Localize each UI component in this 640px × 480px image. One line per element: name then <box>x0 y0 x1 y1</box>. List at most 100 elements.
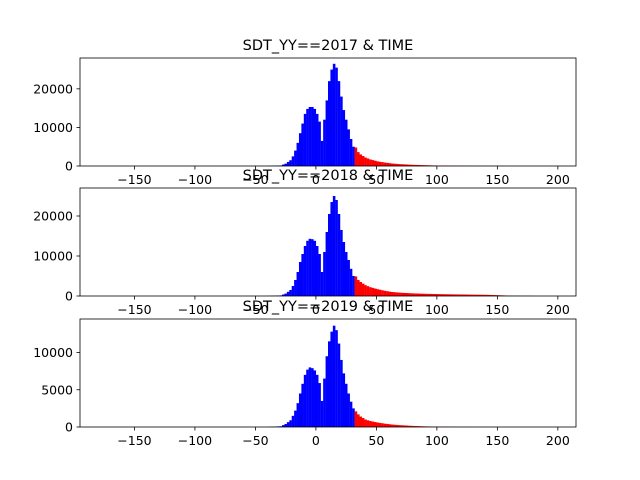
histogram-bar <box>378 422 382 427</box>
histogram-bar <box>369 159 372 166</box>
histogram-bar <box>376 422 379 427</box>
histogram-bar <box>352 276 355 296</box>
histogram-bar <box>446 294 450 296</box>
histogram-bar <box>400 292 404 296</box>
histogram-bar <box>357 414 360 427</box>
histogram-bar <box>403 292 406 296</box>
histogram-bar <box>482 294 486 296</box>
histogram-bar <box>376 161 379 166</box>
x-tick-label: 100 <box>425 172 449 187</box>
y-tick-label: 20000 <box>33 209 73 224</box>
histogram-bar <box>417 164 421 166</box>
x-tick-label: 150 <box>485 433 509 448</box>
histogram-bar <box>289 420 292 427</box>
histogram-bar <box>315 113 319 166</box>
histogram-bar <box>373 160 377 166</box>
histogram-bar <box>342 373 346 427</box>
histogram-bar <box>286 291 290 296</box>
histogram-bar <box>405 164 408 166</box>
histogram-bar <box>282 164 285 166</box>
histogram-bars <box>267 325 498 427</box>
histogram-bar <box>325 356 329 427</box>
histogram-bar <box>480 294 483 296</box>
histogram-bar <box>492 295 496 296</box>
histogram-bar <box>337 81 341 166</box>
histogram-bar <box>369 421 372 427</box>
histogram-bar <box>298 393 302 427</box>
y-tick-label: 20000 <box>33 81 73 96</box>
histogram-bar <box>330 202 333 296</box>
histogram-bar <box>335 330 338 427</box>
x-tick-label: −100 <box>178 302 212 317</box>
histogram-bar <box>342 242 346 296</box>
histogram-bar <box>323 378 326 427</box>
x-tick-label: 150 <box>485 302 509 317</box>
histogram-bar <box>369 287 372 296</box>
y-tick-label: 0 <box>65 420 73 435</box>
histogram-bar <box>282 294 285 296</box>
histogram-bar <box>451 294 454 296</box>
histogram-bar <box>461 294 464 296</box>
histogram-bar <box>403 425 406 427</box>
histogram-bar <box>371 287 375 296</box>
histogram-bar <box>468 294 471 296</box>
x-tick-label: −50 <box>242 433 268 448</box>
histogram-bar <box>405 293 408 296</box>
histogram-bar <box>407 425 411 427</box>
histogram-bar <box>330 331 333 427</box>
histogram-bar <box>381 423 384 427</box>
histogram-bar <box>354 276 358 296</box>
histogram-bar <box>308 106 312 166</box>
histogram-bar <box>354 411 358 427</box>
histogram-bar <box>393 424 396 427</box>
histogram-bar <box>361 155 365 166</box>
histogram-bar <box>407 293 411 296</box>
histogram-bar <box>453 294 457 296</box>
histogram-bar <box>340 230 343 296</box>
histogram-bar <box>475 294 479 296</box>
histogram-bar <box>398 425 401 427</box>
histogram-bar <box>301 254 304 296</box>
x-tick-label: 200 <box>546 172 570 187</box>
histogram-bar <box>439 294 442 296</box>
histogram-bar <box>371 421 375 427</box>
histogram-bar <box>473 294 476 296</box>
histogram-bar <box>330 69 333 166</box>
histogram-bar <box>311 239 314 296</box>
histogram-bar <box>361 283 365 296</box>
histogram-bar <box>357 152 360 166</box>
histogram-bar <box>417 293 421 296</box>
axes-frame <box>79 318 577 428</box>
histogram-bar <box>390 424 394 427</box>
histogram-bar <box>381 162 384 166</box>
histogram-bar <box>325 100 329 166</box>
histogram-bar <box>344 383 348 427</box>
histogram-bar <box>320 140 324 166</box>
histogram-bar <box>470 294 474 296</box>
histogram-bar <box>359 416 363 427</box>
histogram-bar <box>347 393 350 427</box>
histogram-bar <box>388 163 392 166</box>
histogram-bar <box>400 425 404 427</box>
histogram-bar <box>436 294 440 296</box>
histogram-bar <box>359 282 363 296</box>
histogram-bar <box>415 164 418 166</box>
histogram-bar <box>412 425 416 427</box>
histogram-bar <box>298 133 302 166</box>
x-tick-label: 0 <box>312 433 320 448</box>
histogram-bar <box>434 294 438 296</box>
histogram-bars <box>267 63 534 166</box>
histogram-bar <box>284 293 288 296</box>
histogram-bar <box>388 291 392 296</box>
x-tick-label: 150 <box>485 172 509 187</box>
histogram-bar <box>456 294 459 296</box>
histogram-bar <box>383 423 387 427</box>
subplot-title: SDT_YY==2019 & TIME <box>243 299 414 315</box>
histogram-bar <box>427 293 430 296</box>
x-tick-label: 50 <box>368 172 384 187</box>
histogram-bar <box>313 240 317 296</box>
histogram-bar <box>441 294 445 296</box>
histogram-bar <box>378 289 382 296</box>
histogram-bar <box>463 294 467 296</box>
histogram-bar <box>311 106 314 166</box>
